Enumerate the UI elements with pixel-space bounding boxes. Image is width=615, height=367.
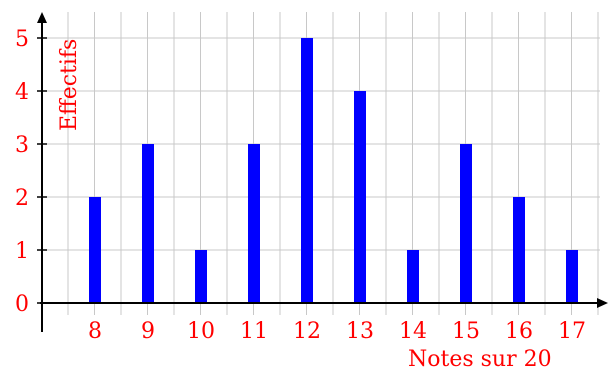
y-tick-label: 3 [15, 133, 29, 158]
x-tick-label: 12 [293, 319, 321, 344]
axes [37, 12, 608, 332]
x-tick-label: 17 [558, 319, 586, 344]
bar-10 [195, 250, 207, 303]
y-axis-label: Effectifs [57, 39, 82, 131]
x-tick-label: 14 [399, 319, 427, 344]
bar-17 [566, 250, 578, 303]
bar-12 [301, 38, 313, 303]
x-tick-label: 10 [187, 319, 215, 344]
y-tick-label: 0 [15, 292, 29, 317]
bar-13 [354, 91, 366, 303]
bar-14 [407, 250, 419, 303]
x-axis-label: Notes sur 20 [408, 347, 552, 367]
y-tick-labels: 0 1 2 3 4 5 [15, 27, 47, 317]
y-tick-label: 5 [15, 27, 29, 52]
bar-16 [513, 197, 525, 303]
x-tick-labels: 8 9 10 11 12 13 14 15 16 17 [88, 319, 586, 344]
bars [89, 38, 578, 303]
y-tick-label: 2 [15, 186, 29, 211]
y-tick-label: 1 [15, 239, 29, 264]
y-tick-label: 4 [15, 80, 29, 105]
x-tick-label: 16 [505, 319, 533, 344]
y-axis-arrow-icon [37, 12, 47, 23]
bar-8 [89, 197, 101, 303]
x-tick-label: 13 [346, 319, 374, 344]
bar-11 [248, 144, 260, 303]
bar-15 [460, 144, 472, 303]
x-tick-label: 8 [88, 319, 102, 344]
bar-9 [142, 144, 154, 303]
x-tick-label: 9 [141, 319, 155, 344]
x-tick-label: 15 [452, 319, 480, 344]
x-tick-label: 11 [240, 319, 268, 344]
x-axis-arrow-icon [597, 298, 608, 308]
